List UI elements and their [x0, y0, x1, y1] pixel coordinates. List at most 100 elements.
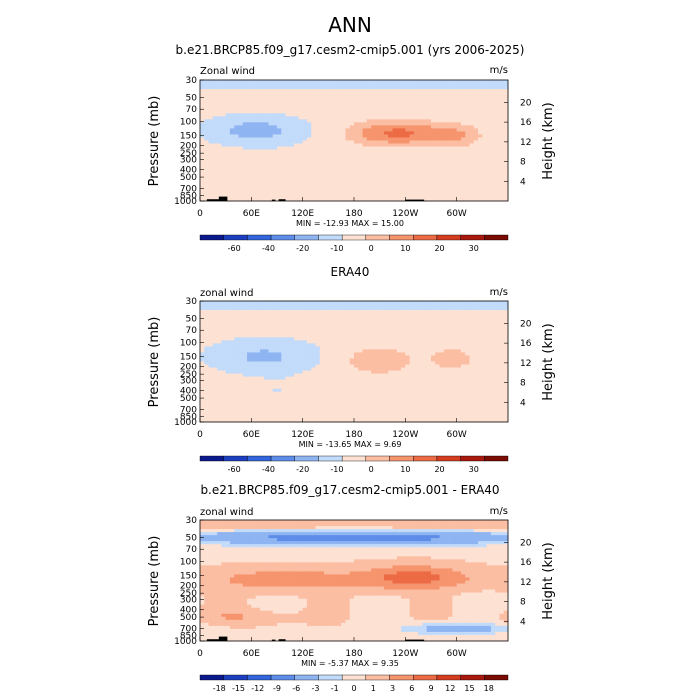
heatmap-cell	[255, 128, 261, 132]
heatmap-cell	[238, 364, 244, 368]
heatmap-cell	[418, 355, 423, 359]
heatmap-cell	[332, 152, 338, 156]
heatmap-cell	[208, 113, 214, 117]
heatmap-cell	[358, 310, 363, 314]
heatmap-cell	[456, 170, 462, 175]
heatmap-cell	[341, 104, 346, 108]
heatmap-cell	[490, 310, 496, 314]
heatmap-cell	[371, 361, 376, 365]
heatmap-cell	[469, 155, 475, 159]
heatmap-cell	[251, 346, 256, 350]
heatmap-cell	[264, 194, 269, 199]
heatmap-cell	[264, 119, 269, 123]
heatmap-cell	[503, 373, 509, 377]
heatmap-cell	[375, 179, 380, 184]
heatmap-cell	[311, 367, 316, 371]
heatmap-cell	[302, 301, 308, 305]
heatmap-cell	[383, 173, 389, 178]
heatmap-cell	[341, 116, 346, 120]
heatmap-cell	[443, 313, 449, 317]
heatmap-cell	[341, 149, 346, 153]
heatmap-cell	[208, 379, 214, 383]
heatmap-cell	[208, 322, 214, 326]
heatmap-cell	[242, 355, 248, 359]
heatmap-cell	[229, 155, 235, 159]
heatmap-cell	[460, 170, 466, 175]
heatmap-cell	[302, 167, 308, 172]
heatmap-cell	[289, 179, 295, 184]
heatmap-cell	[490, 331, 496, 335]
heatmap-cell	[366, 313, 372, 317]
heatmap-cell	[422, 146, 428, 150]
heatmap-cell	[311, 179, 316, 184]
heatmap-cell	[392, 128, 398, 132]
heatmap-cell	[413, 370, 419, 374]
heatmap-cell	[366, 188, 372, 193]
heatmap-cell	[401, 325, 406, 329]
heatmap-cell	[413, 182, 419, 187]
heatmap-cell	[465, 313, 470, 317]
heatmap-cell	[234, 176, 239, 181]
heatmap-cell	[460, 316, 466, 320]
heatmap-cell	[452, 89, 457, 93]
heatmap-cell	[405, 176, 410, 181]
heatmap-cell	[229, 128, 235, 132]
heatmap-cell	[298, 370, 303, 374]
heatmap-cell	[281, 340, 286, 344]
heatmap-cell	[443, 131, 449, 135]
heatmap-cell	[259, 376, 265, 380]
heatmap-cell	[478, 152, 483, 156]
heatmap-cell	[247, 334, 252, 338]
heatmap-cell	[332, 158, 338, 162]
heatmap-cell	[473, 197, 479, 202]
heatmap-cell	[217, 92, 222, 96]
heatmap-cell	[264, 95, 269, 99]
heatmap-cell	[375, 83, 380, 87]
heatmap-cell	[469, 367, 475, 371]
heatmap-cell	[341, 185, 346, 190]
heatmap-cell	[418, 367, 423, 371]
heatmap-cell	[281, 173, 286, 178]
heatmap-cell	[298, 316, 303, 320]
heatmap-cell	[499, 104, 505, 108]
heatmap-cell	[225, 313, 231, 317]
heatmap-cell	[328, 331, 333, 335]
heatmap-cell	[324, 191, 329, 196]
heatmap-cell	[238, 80, 244, 84]
heatmap-cell	[503, 140, 509, 144]
heatmap-cell	[247, 358, 252, 362]
heatmap-cell	[456, 164, 462, 169]
heatmap-cell	[405, 137, 410, 141]
heatmap-cell	[456, 122, 462, 126]
heatmap-cell	[426, 367, 432, 371]
heatmap-cell	[418, 364, 423, 368]
heatmap-cell	[354, 86, 359, 90]
heatmap-cell	[294, 134, 299, 138]
heatmap-cell	[281, 343, 286, 347]
heatmap-cell	[460, 343, 466, 347]
heatmap-cell	[336, 107, 342, 111]
heatmap-cell	[332, 143, 338, 147]
heatmap-cell	[495, 370, 500, 374]
heatmap-cell	[294, 86, 299, 90]
heatmap-cell	[482, 170, 487, 175]
heatmap-cell	[499, 352, 505, 356]
heatmap-cell	[460, 379, 466, 383]
heatmap-cell	[478, 191, 483, 196]
heatmap-cell	[396, 364, 402, 368]
heatmap-cell	[212, 83, 218, 87]
heatmap-cell	[204, 325, 209, 329]
heatmap-cell	[366, 137, 372, 141]
heatmap-cell	[456, 173, 462, 178]
heatmap-cell	[503, 191, 509, 196]
heatmap-cell	[328, 328, 333, 332]
heatmap-cell	[200, 86, 205, 90]
heatmap-cell	[242, 179, 248, 184]
heatmap-cell	[234, 322, 239, 326]
heatmap-cell	[375, 173, 380, 178]
heatmap-cell	[426, 143, 432, 147]
heatmap-cell	[358, 146, 363, 150]
heatmap-cell	[392, 179, 398, 184]
heatmap-cell	[409, 331, 415, 335]
heatmap-cell	[341, 379, 346, 383]
